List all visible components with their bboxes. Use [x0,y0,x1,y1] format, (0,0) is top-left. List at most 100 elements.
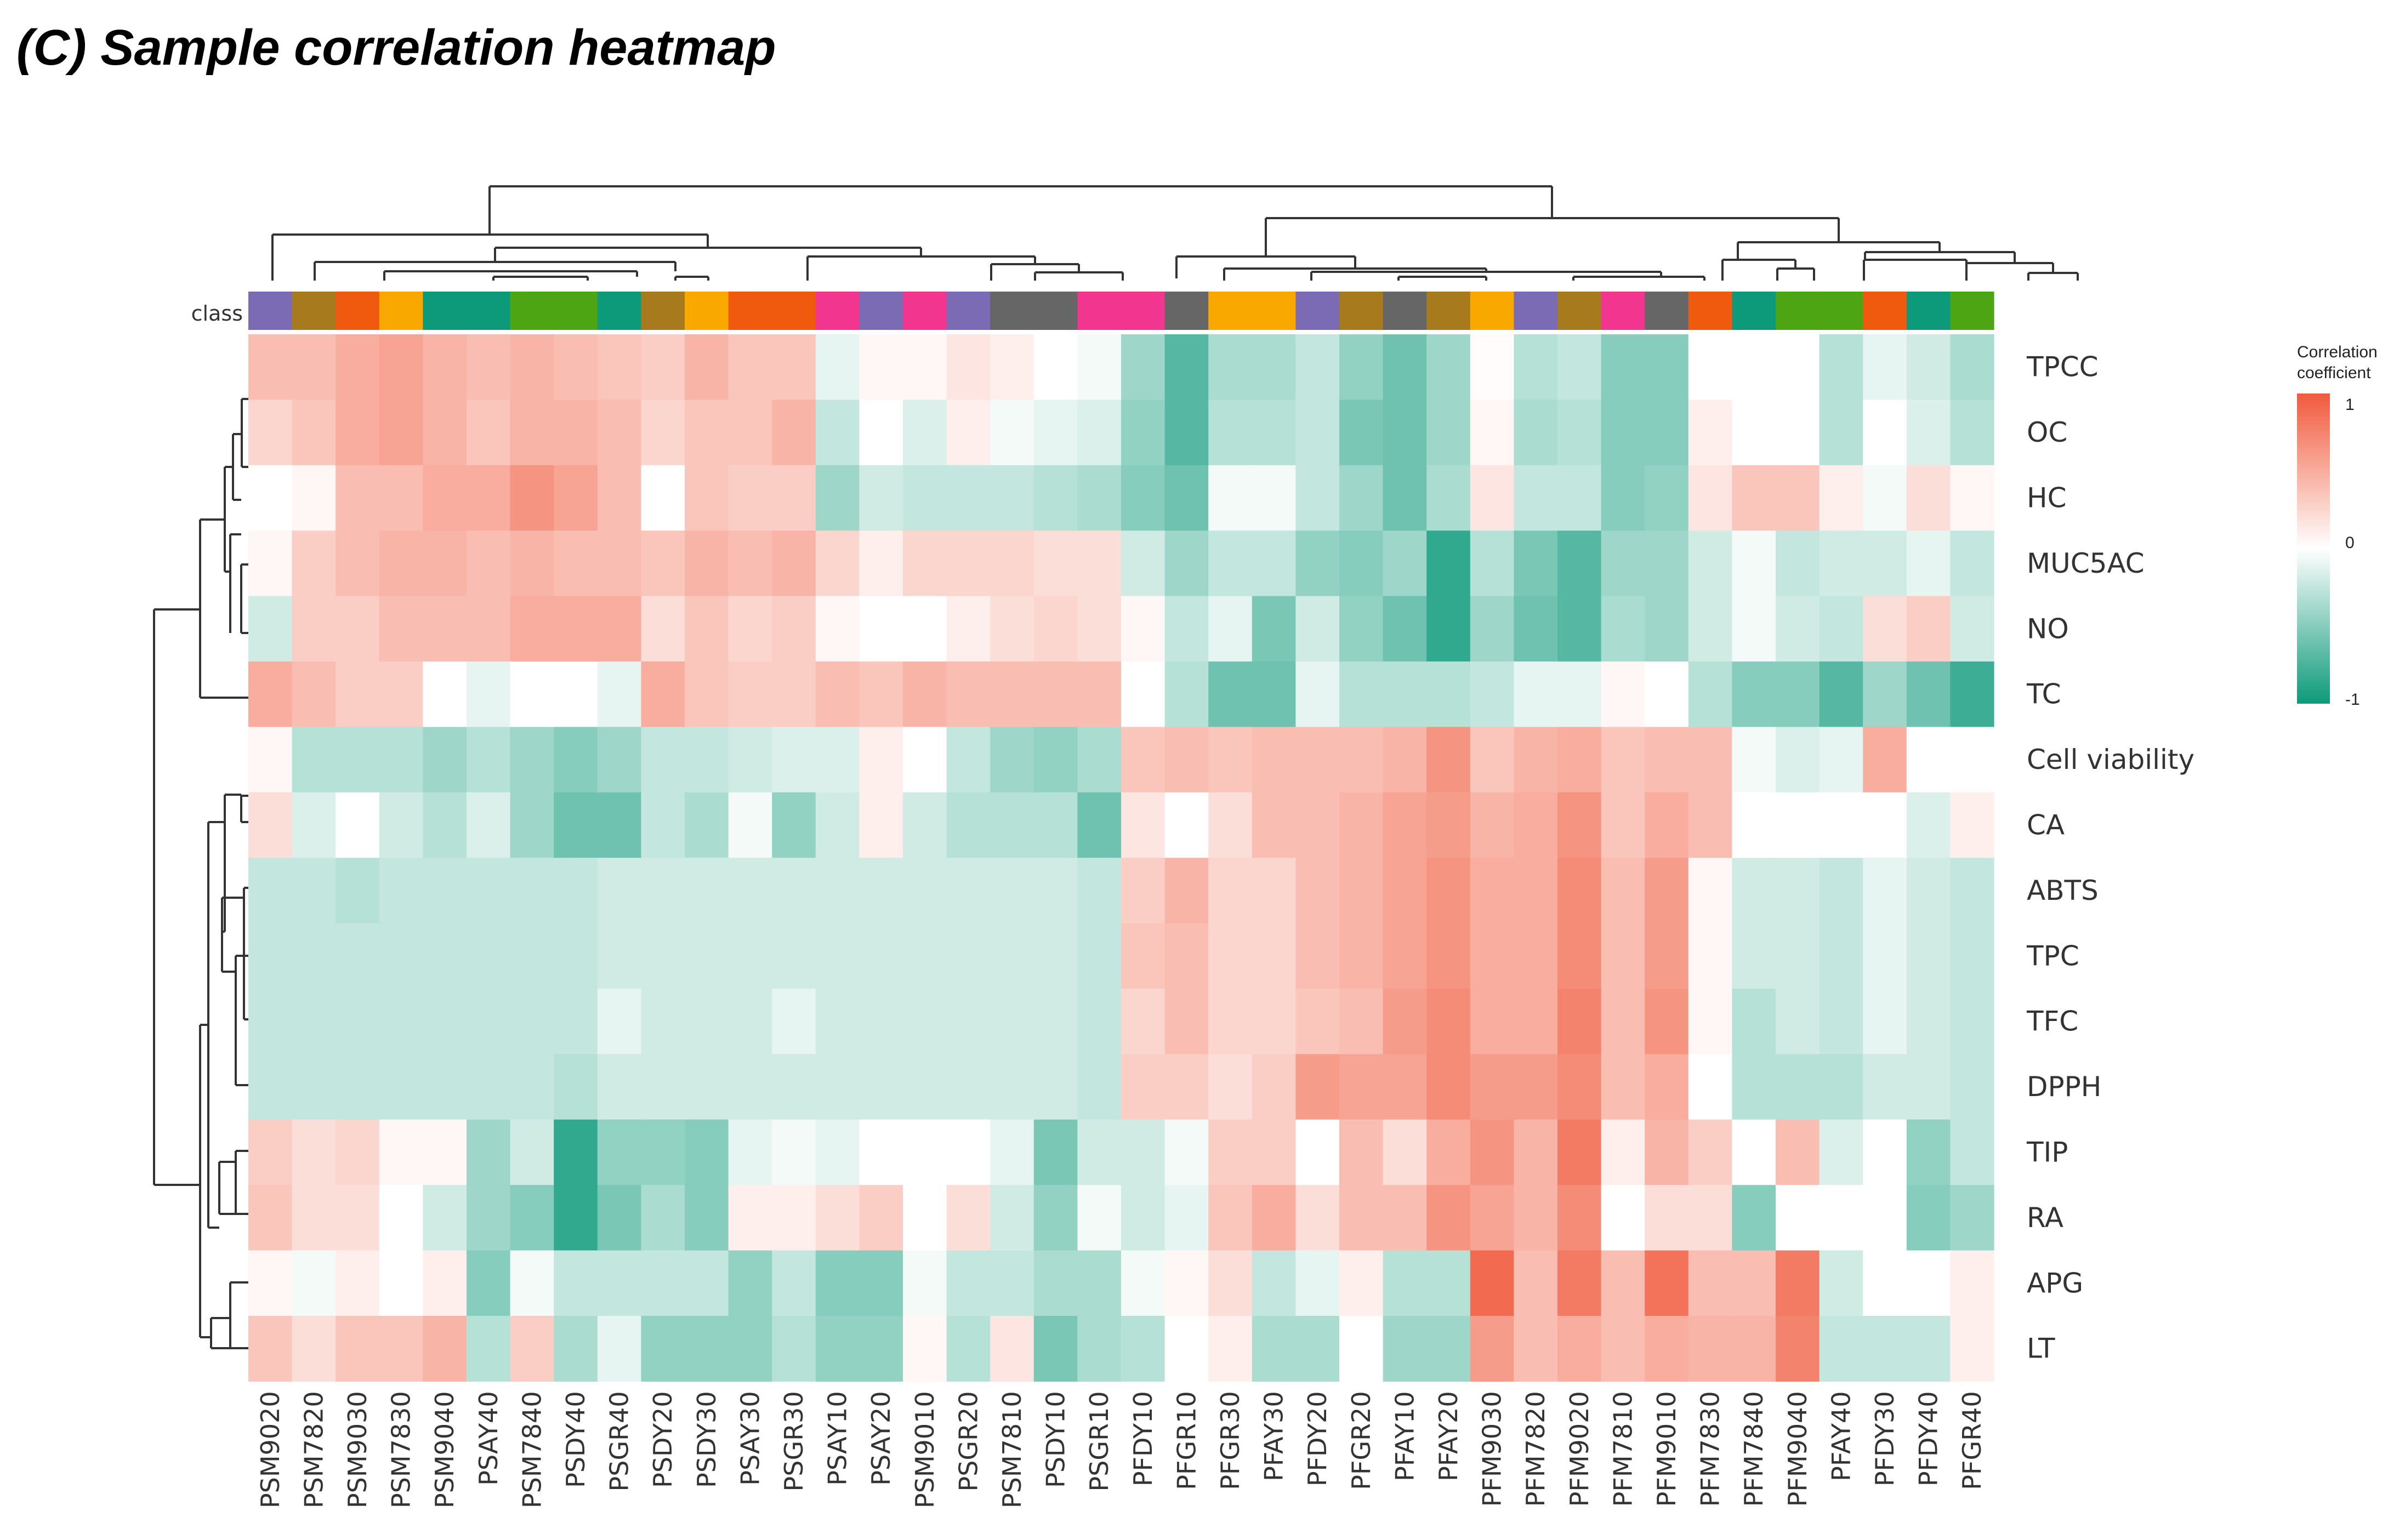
heatmap-cell-no-pfdy30 [1863,596,1907,662]
class-cell-pfm9040 [1776,292,1820,330]
heatmap-cell-dpph-pfgr30 [1208,1054,1253,1120]
heatmap-cell-tfc-psgr40 [597,989,641,1054]
column-label-pfm9010: PFM9010 [1652,1391,1681,1507]
heatmap-cell-muc5ac-psm9030 [336,531,380,597]
heatmap-cell-tpc-pfgr10 [1164,923,1209,989]
heatmap-cell-oc-pfgr20 [1339,400,1384,466]
heatmap-cell-tc-pfdy20 [1295,661,1340,727]
heatmap-cell-lt-pfay40 [1819,1316,1863,1382]
heatmap-cell-tip-psgr10 [1077,1119,1122,1185]
heatmap-cell-abts-psm7820 [292,858,336,924]
heatmap-cell-abts-pfm9020 [1557,858,1602,924]
heatmap-cell-abts-psgr10 [1077,858,1122,924]
heatmap-cell-hc-pfgr10 [1164,465,1209,531]
heatmap-cell-ca-pfm9010 [1645,792,1689,858]
heatmap-cell-apg-pfgr20 [1339,1250,1384,1316]
heatmap-cell-abts-pfay20 [1426,858,1471,924]
heatmap-cell-abts-pfm7810 [1601,858,1645,924]
class-cell-pfay10 [1383,292,1427,330]
heatmap-cell-tc-pfgr10 [1164,661,1209,727]
heatmap-cell-lt-psgr10 [1077,1316,1122,1382]
heatmap-cell-cell-viability-pfm7820 [1514,727,1558,793]
heatmap-cell-lt-pfm7820 [1514,1316,1558,1382]
heatmap-cell-tip-psdy30 [685,1119,729,1185]
heatmap-cell-tpcc-psgr30 [772,334,816,400]
column-label-psm9010: PSM9010 [910,1391,940,1508]
heatmap-cell-tpcc-psm7810 [990,334,1034,400]
heatmap-cell-apg-psm7830 [379,1250,423,1316]
heatmap-cell-tc-psay30 [728,661,772,727]
heatmap-cell-no-pfay30 [1252,596,1296,662]
heatmap-cell-dpph-psgr40 [597,1054,641,1120]
heatmap-cell-tc-pfay40 [1819,661,1863,727]
heatmap-cell-cell-viability-psm9010 [903,727,947,793]
heatmap-cell-no-pfm7820 [1514,596,1558,662]
heatmap-cell-ca-pfdy20 [1295,792,1340,858]
heatmap-cell-tpc-pfm9020 [1557,923,1602,989]
heatmap-cell-apg-pfdy10 [1121,1250,1165,1316]
heatmap-cell-tpc-pfgr40 [1950,923,1994,989]
heatmap-cell-apg-pfgr30 [1208,1250,1253,1316]
heatmap-cell-tc-psgr20 [946,661,991,727]
heatmap-cell-dpph-psm7820 [292,1054,336,1120]
heatmap-cell-hc-pfm7840 [1732,465,1776,531]
heatmap-cell-apg-psgr30 [772,1250,816,1316]
heatmap-cell-tpcc-psdy20 [641,334,685,400]
row-label-tc: TC [2026,678,2061,710]
heatmap-cell-tpcc-psgr20 [946,334,991,400]
heatmap-cell-lt-psay30 [728,1316,772,1382]
heatmap-cell-lt-psgr40 [597,1316,641,1382]
row-label-tfc: TFC [2026,1006,2078,1037]
row-label-oc: OC [2027,417,2067,448]
heatmap-cell-ca-pfay10 [1383,792,1427,858]
heatmap-cell-apg-psgr20 [946,1250,991,1316]
heatmap-cell-tc-psm7830 [379,661,423,727]
heatmap-cell-ra-psm7810 [990,1185,1034,1251]
heatmap-cell-hc-psay40 [467,465,511,531]
heatmap-cell-ca-pfm9040 [1776,792,1820,858]
column-dendrogram [271,185,2079,281]
heatmap-cell-cell-viability-psdy30 [685,727,729,793]
class-cell-pfm9020 [1557,292,1602,330]
class-cell-psm7840 [510,292,554,330]
heatmap-cell-ca-psdy10 [1033,792,1078,858]
heatmap-cell-ra-psm9040 [423,1185,467,1251]
heatmap-cell-dpph-pfdy30 [1863,1054,1907,1120]
heatmap-cell-tip-psm7840 [510,1119,554,1185]
class-cell-psdy10 [1033,292,1078,330]
heatmap-cell-ca-psm9040 [423,792,467,858]
class-cell-pfgr20 [1339,292,1384,330]
heatmap-cell-tip-pfgr30 [1208,1119,1253,1185]
heatmap-cell-no-pfm9030 [1470,596,1514,662]
heatmap-cell-apg-psay30 [728,1250,772,1316]
heatmap-cell-tfc-pfdy20 [1295,989,1340,1054]
heatmap-cell-muc5ac-pfay40 [1819,531,1863,597]
heatmap-cell-ra-psm9030 [336,1185,380,1251]
heatmap-cell-tpc-pfgr30 [1208,923,1253,989]
class-cell-psm9010 [903,292,947,330]
heatmap-cell-cell-viability-pfay40 [1819,727,1863,793]
heatmap-cell-abts-pfgr30 [1208,858,1253,924]
heatmap-cell-apg-psm9010 [903,1250,947,1316]
row-labels: TPCC OC HC MUC5AC NO TC Cell viability CA ABTS TP… [2026,351,2194,1365]
heatmap-cell-ra-psm7830 [379,1185,423,1251]
heatmap-cell-apg-pfdy20 [1295,1250,1340,1316]
heatmap-cell-oc-pfay30 [1252,400,1296,466]
heatmap-cell-hc-psm7820 [292,465,336,531]
heatmap-cell-tc-psm7810 [990,661,1034,727]
heatmap-cell-lt-pfay10 [1383,1316,1427,1382]
heatmap-cell-dpph-pfgr40 [1950,1054,1994,1120]
heatmap-cell-tfc-psay20 [859,989,903,1054]
heatmap-cell-no-pfm7830 [1688,596,1732,662]
heatmap-cell-oc-psm9020 [248,400,293,466]
heatmap-cell-no-psm7830 [379,596,423,662]
class-cell-pfgr10 [1164,292,1209,330]
heatmap-cell-tfc-pfm7840 [1732,989,1776,1054]
class-cell-psm7810 [990,292,1034,330]
heatmap-cell-cell-viability-psdy10 [1033,727,1078,793]
heatmap-cell-tip-psdy40 [554,1119,598,1185]
heatmap-cell-tc-pfm7840 [1732,661,1776,727]
heatmap-cell-abts-psm7830 [379,858,423,924]
heatmap-cell-muc5ac-pfgr20 [1339,531,1384,597]
